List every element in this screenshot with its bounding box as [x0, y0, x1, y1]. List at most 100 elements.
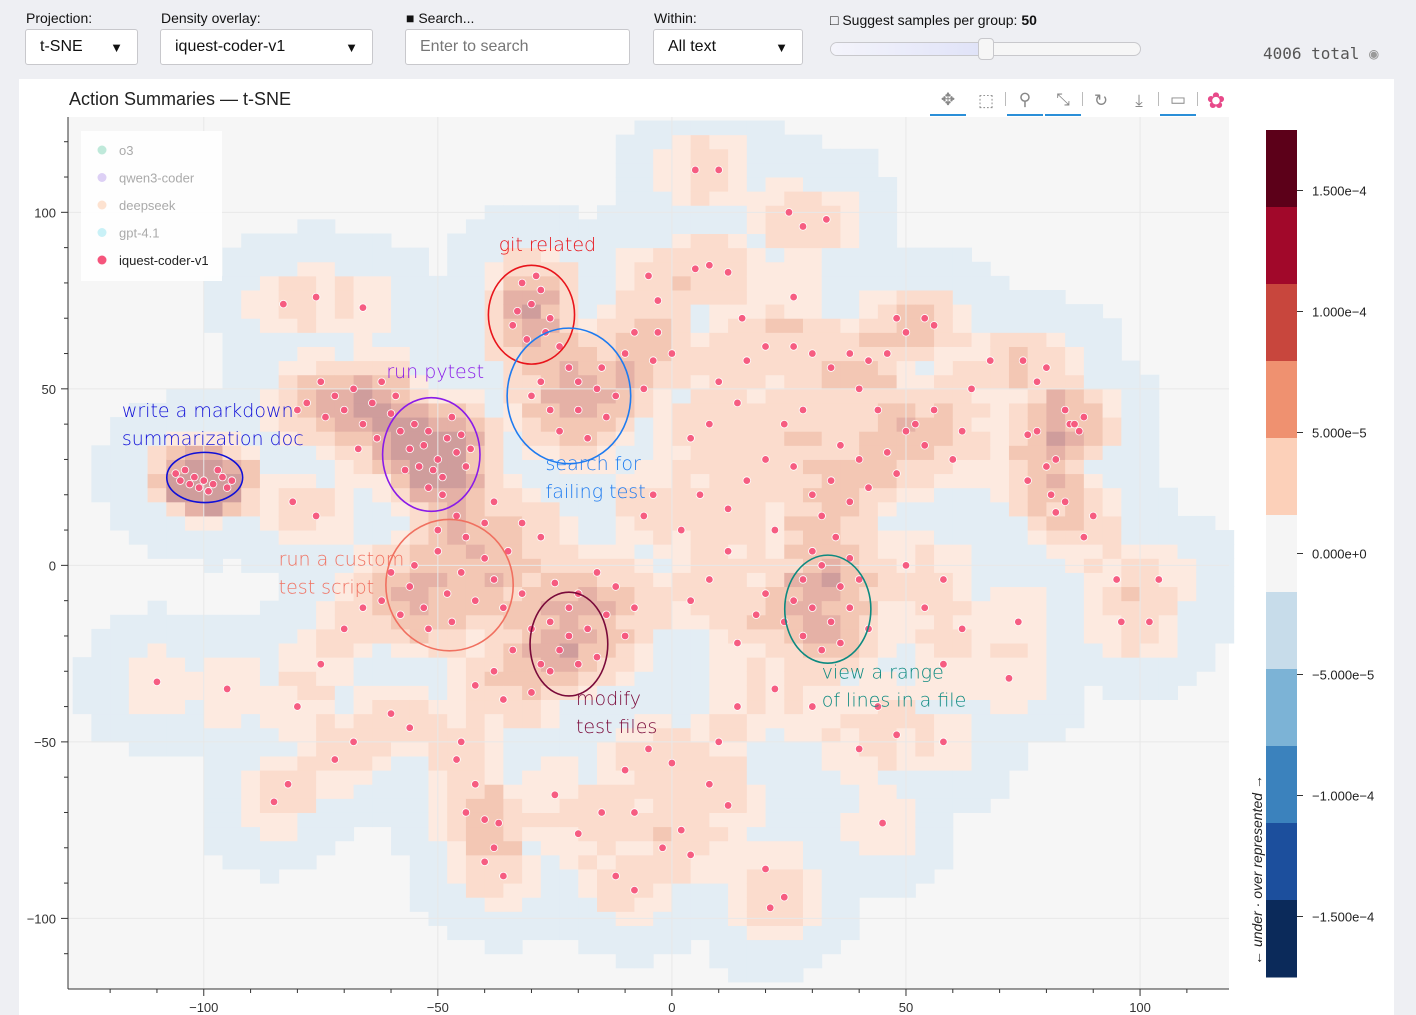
data-point[interactable] [766, 903, 775, 913]
data-point[interactable] [1060, 497, 1070, 507]
data-point[interactable] [447, 617, 457, 627]
data-point[interactable] [845, 603, 855, 612]
data-point[interactable] [517, 518, 527, 528]
data-point[interactable] [386, 409, 396, 418]
data-point[interactable] [705, 419, 714, 429]
data-point[interactable] [611, 582, 620, 591]
data-point[interactable] [733, 638, 742, 648]
data-point[interactable] [583, 434, 592, 443]
data-point[interactable] [901, 561, 911, 570]
data-point[interactable] [854, 384, 864, 394]
data-point[interactable] [1145, 617, 1154, 627]
data-point[interactable] [892, 469, 901, 478]
data-point[interactable] [377, 596, 386, 605]
data-point[interactable] [527, 391, 536, 401]
data-point[interactable] [620, 349, 630, 358]
data-point[interactable] [854, 575, 864, 584]
data-point[interactable] [948, 455, 957, 464]
data-point[interactable] [564, 603, 574, 612]
data-point[interactable] [536, 377, 546, 386]
data-point[interactable] [269, 797, 279, 807]
data-point[interactable] [892, 730, 901, 740]
data-point[interactable] [653, 328, 663, 337]
data-point[interactable] [349, 737, 358, 747]
data-point[interactable] [555, 342, 564, 351]
data-point[interactable] [630, 808, 639, 817]
data-point[interactable] [1117, 617, 1126, 627]
data-point[interactable] [480, 554, 489, 563]
data-point[interactable] [489, 497, 499, 507]
data-point[interactable] [836, 582, 845, 591]
data-point[interactable] [293, 405, 302, 415]
data-point[interactable] [452, 511, 461, 521]
legend-item[interactable]: o3 [97, 143, 134, 158]
data-point[interactable] [400, 465, 410, 475]
data-point[interactable] [658, 843, 667, 852]
data-point[interactable] [218, 472, 227, 482]
data-point[interactable] [808, 349, 817, 358]
data-point[interactable] [545, 667, 555, 676]
data-point[interactable] [742, 476, 752, 485]
slider-thumb[interactable] [977, 38, 994, 60]
data-point[interactable] [780, 893, 789, 902]
tap-select-icon[interactable]: ⤡ [1045, 86, 1081, 116]
data-point[interactable] [620, 765, 630, 775]
data-point[interactable] [817, 645, 826, 655]
data-point[interactable] [602, 610, 611, 619]
data-point[interactable] [630, 328, 639, 337]
data-point[interactable] [864, 483, 873, 492]
data-point[interactable] [789, 342, 798, 351]
data-point[interactable] [527, 299, 536, 309]
data-point[interactable] [405, 582, 414, 591]
data-point[interactable] [653, 296, 663, 305]
data-point[interactable] [424, 427, 433, 436]
data-point[interactable] [667, 349, 677, 358]
density-select[interactable]: iquest-coder-v1 ▼ [160, 29, 373, 65]
data-point[interactable] [208, 479, 218, 489]
data-point[interactable] [639, 511, 649, 521]
data-point[interactable] [1023, 430, 1032, 439]
data-point[interactable] [452, 755, 461, 764]
data-point[interactable] [686, 850, 695, 860]
data-point[interactable] [564, 631, 574, 641]
data-point[interactable] [358, 303, 368, 312]
data-point[interactable] [723, 547, 733, 556]
data-point[interactable] [611, 391, 620, 401]
data-point[interactable] [283, 780, 293, 789]
data-point[interactable] [770, 525, 780, 535]
data-point[interactable] [911, 419, 920, 429]
reset-icon[interactable]: ↻ [1093, 91, 1109, 110]
data-point[interactable] [461, 462, 471, 471]
data-point[interactable] [176, 476, 185, 485]
data-point[interactable] [1079, 532, 1089, 542]
data-point[interactable] [1051, 508, 1060, 517]
data-point[interactable] [723, 801, 733, 810]
data-point[interactable] [419, 441, 428, 450]
data-point[interactable] [686, 596, 695, 605]
data-point[interactable] [864, 356, 873, 365]
within-select[interactable]: All text ▼ [653, 29, 803, 65]
data-point[interactable] [372, 434, 382, 443]
data-point[interactable] [447, 412, 457, 422]
data-point[interactable] [410, 561, 419, 570]
data-point[interactable] [480, 815, 489, 824]
legend-item[interactable]: iquest-coder-v1 [97, 253, 209, 268]
data-point[interactable] [545, 617, 555, 627]
data-point[interactable] [194, 483, 204, 492]
data-point[interactable] [574, 405, 583, 415]
data-point[interactable] [592, 652, 602, 662]
data-point[interactable] [480, 857, 489, 867]
data-point[interactable] [499, 871, 508, 881]
data-point[interactable] [316, 660, 325, 669]
data-point[interactable] [293, 702, 302, 711]
data-point[interactable] [873, 702, 883, 711]
data-point[interactable] [780, 419, 789, 429]
data-point[interactable] [957, 624, 967, 634]
data-point[interactable] [986, 356, 995, 365]
data-point[interactable] [536, 660, 546, 669]
data-point[interactable] [836, 441, 845, 450]
data-point[interactable] [457, 430, 466, 439]
data-point[interactable] [630, 603, 639, 612]
data-point[interactable] [644, 271, 653, 281]
data-point[interactable] [611, 871, 620, 881]
